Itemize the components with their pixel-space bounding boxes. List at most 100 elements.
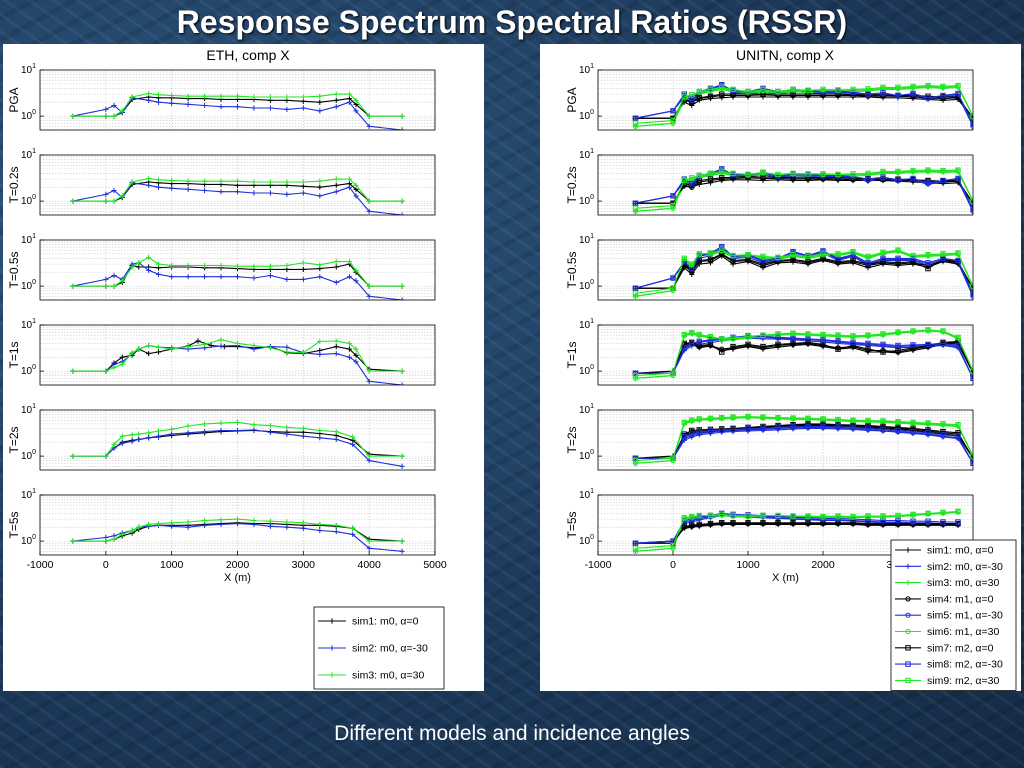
series-point	[865, 340, 871, 347]
series-point	[632, 457, 639, 464]
series-line-sim9-m2-30	[635, 85, 973, 124]
series-point	[185, 524, 191, 530]
series-point	[805, 91, 811, 97]
series-point	[317, 274, 323, 280]
series-point	[366, 453, 372, 459]
series-point	[681, 91, 687, 97]
series-point	[366, 198, 372, 204]
series-point	[333, 176, 339, 182]
series-point	[284, 524, 290, 530]
series-point	[284, 431, 290, 437]
series-point	[820, 331, 826, 338]
series-point	[300, 276, 306, 282]
y-tick-label: 101	[579, 63, 594, 76]
series-point	[300, 266, 306, 273]
series-point	[775, 341, 781, 348]
series-point	[1008, 201, 1012, 205]
series-point	[707, 333, 714, 340]
series-point	[925, 518, 931, 524]
series-point	[719, 427, 725, 433]
legend-label: sim3: m0, α=30	[927, 577, 999, 589]
series-point	[775, 254, 781, 261]
series-point	[169, 177, 175, 184]
series-point	[865, 422, 871, 429]
series-point	[169, 185, 175, 191]
series-point	[925, 427, 931, 433]
series-point	[234, 263, 241, 269]
series-point	[925, 260, 931, 266]
series-point	[346, 184, 353, 190]
series-point	[805, 520, 811, 526]
legend-marker	[905, 661, 911, 667]
series-point	[399, 538, 405, 544]
series-point	[146, 182, 152, 188]
series-point	[745, 171, 751, 178]
series-point	[366, 123, 372, 129]
series-point	[895, 418, 901, 425]
series-point	[1008, 371, 1013, 376]
series-point	[146, 254, 152, 260]
series-line-sim1-m0-0	[72, 522, 403, 542]
series-point	[185, 262, 191, 269]
series-point	[1008, 209, 1013, 214]
series-point	[719, 84, 725, 91]
series-point	[835, 171, 841, 178]
series-line-sim8-m2-30	[635, 335, 973, 379]
series-point	[267, 422, 274, 429]
series-point	[300, 105, 306, 111]
series-point	[895, 255, 901, 262]
series-point	[895, 247, 901, 253]
series-point	[353, 193, 359, 199]
series-point	[805, 336, 811, 342]
legend-marker	[329, 645, 335, 651]
series-point	[1008, 201, 1012, 205]
series-group	[70, 419, 405, 469]
series-point	[111, 187, 117, 194]
series-point	[895, 520, 901, 527]
legend-marker	[329, 618, 335, 624]
series-point	[760, 512, 766, 519]
series-point	[865, 170, 871, 177]
series-point	[129, 432, 135, 438]
y-tick-label: 100	[21, 534, 36, 547]
axes-box	[597, 494, 974, 556]
series-point	[366, 208, 372, 214]
series-point	[865, 520, 871, 527]
series-point	[218, 521, 224, 528]
series-point	[317, 93, 323, 99]
series-point	[1008, 286, 1012, 290]
series-point	[820, 251, 826, 257]
series-point	[1008, 286, 1013, 291]
series-point	[670, 542, 676, 549]
legend-marker	[905, 677, 911, 684]
series-point	[185, 101, 191, 107]
series-point	[689, 330, 695, 336]
series-point	[267, 429, 274, 435]
series-point	[760, 414, 766, 420]
series-point	[719, 247, 725, 253]
legend-label: sim4: m1, α=0	[927, 593, 994, 605]
series-point	[681, 255, 687, 262]
series-point	[218, 274, 224, 280]
legend-item: sim1: m0, α=0	[895, 545, 994, 557]
series-point	[689, 417, 695, 423]
series-point	[346, 354, 353, 360]
series-point	[251, 263, 257, 269]
series-point	[955, 508, 961, 515]
series-point	[865, 513, 871, 519]
series-point	[632, 123, 639, 129]
series-point	[136, 260, 142, 266]
series-point	[333, 264, 339, 270]
series-point	[719, 168, 725, 175]
series-point	[760, 520, 766, 526]
series-point	[1008, 297, 1013, 302]
series-point	[775, 512, 781, 519]
series-point	[251, 342, 257, 349]
series-line-sim5-m1-30	[635, 426, 973, 464]
series-point	[707, 176, 714, 182]
series-point	[805, 415, 811, 422]
y-tick-label: 100	[21, 194, 36, 207]
series-point	[707, 512, 714, 519]
series-point	[730, 343, 736, 350]
legend-label: sim9: m2, α=30	[927, 675, 999, 687]
